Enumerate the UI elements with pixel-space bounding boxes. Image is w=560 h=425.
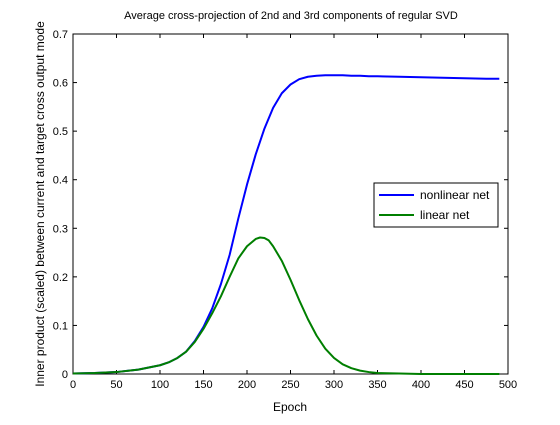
y-tick-label: 0.1 — [53, 320, 68, 332]
x-tick-label: 450 — [455, 379, 473, 391]
x-tick-label: 500 — [499, 379, 517, 391]
x-tick-label: 300 — [325, 379, 343, 391]
y-tick-label: 0.5 — [53, 126, 68, 138]
x-tick-label: 50 — [110, 379, 122, 391]
series-line-linear-net — [72, 236, 500, 375]
y-tick-label: 0.2 — [53, 272, 68, 284]
legend-box — [373, 182, 499, 228]
legend: nonlinear net linear net — [373, 182, 499, 228]
legend-label: nonlinear net — [420, 188, 490, 202]
y-tick-label: 0.4 — [53, 175, 68, 187]
x-tick-label: 150 — [194, 379, 212, 391]
y-tick-label: 0.3 — [53, 223, 68, 235]
y-tick-label: 0 — [62, 369, 68, 381]
x-tick-label: 400 — [412, 379, 430, 391]
series-layer — [72, 74, 500, 375]
x-tick-label: 250 — [281, 379, 299, 391]
x-tick-label: 350 — [368, 379, 386, 391]
legend-label: linear net — [420, 208, 470, 222]
x-tick-label: 0 — [70, 379, 76, 391]
x-axis-label: Epoch — [273, 400, 307, 414]
chart-title: Average cross-projection of 2nd and 3rd … — [124, 10, 458, 22]
y-tick-label: 0.7 — [53, 29, 68, 41]
axis-ticks: 0 50 100 150 200 250 300 350 400 450 500 0 0.1 0.2 0.3… — [53, 29, 517, 391]
x-tick-label: 100 — [151, 379, 169, 391]
y-axis-label: Inner product (scaled) between current a… — [33, 21, 47, 387]
x-tick-label: 200 — [238, 379, 256, 391]
y-tick-label: 0.6 — [53, 78, 68, 90]
